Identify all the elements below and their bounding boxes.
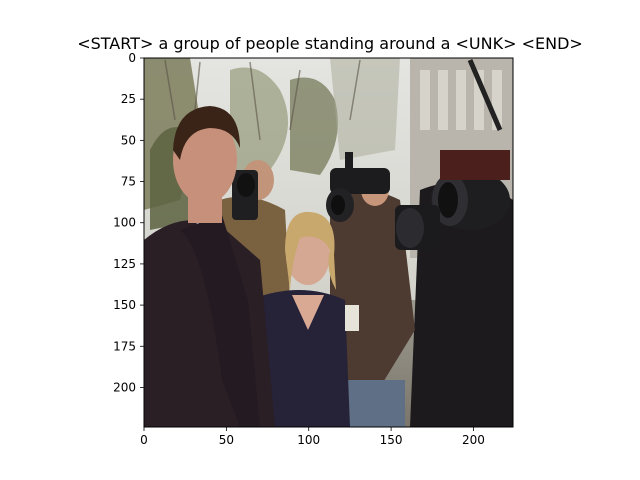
figure-title: <START> a group of people standing aroun… [77, 34, 583, 53]
y-tick-label: 50 [121, 133, 136, 147]
x-tick-label: 150 [380, 433, 403, 447]
y-tick-label: 25 [121, 92, 136, 106]
x-tick-label: 0 [140, 433, 148, 447]
y-tick-label: 200 [113, 380, 136, 394]
x-tick-label: 200 [462, 433, 485, 447]
y-tick-label: 175 [113, 339, 136, 353]
y-tick-label: 75 [121, 175, 136, 189]
x-axis: 0 50 100 150 200 [140, 427, 485, 447]
x-tick-label: 100 [297, 433, 320, 447]
x-tick-label: 50 [219, 433, 234, 447]
y-tick-label: 0 [128, 51, 136, 65]
photo [144, 58, 513, 427]
y-tick-label: 125 [113, 257, 136, 271]
y-tick-label: 100 [113, 216, 136, 230]
y-tick-label: 150 [113, 298, 136, 312]
image-axes-frame [143, 57, 514, 428]
man-in-suit [144, 106, 275, 427]
y-axis: 0 25 50 75 100 125 150 175 200 [113, 51, 144, 394]
camera-operators [220, 59, 513, 427]
